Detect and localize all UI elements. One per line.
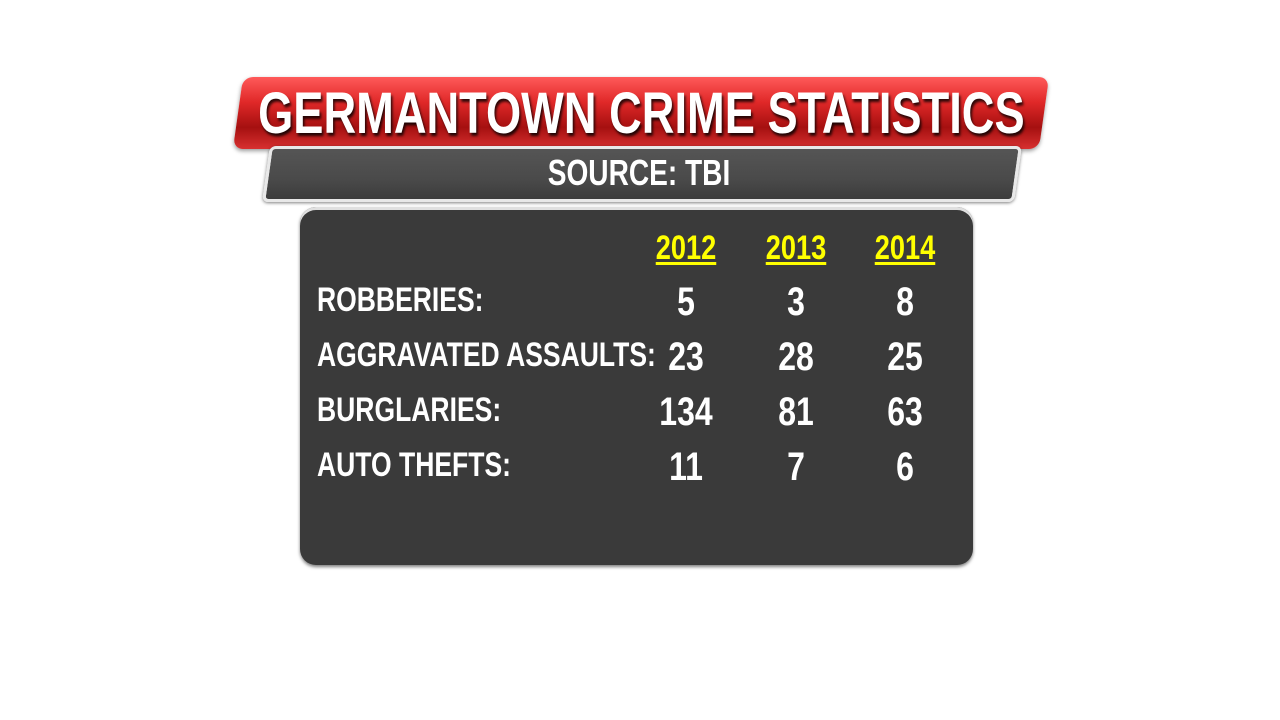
table-cell-value: 11 — [669, 445, 703, 489]
year-header: 2012 — [655, 229, 717, 267]
table-cell-value: 5 — [677, 280, 695, 324]
year-header: 2013 — [765, 229, 827, 267]
table-cell-value: 23 — [668, 335, 704, 379]
year-header: 2014 — [874, 229, 936, 267]
chart-title: GERMANTOWN CRIME STATISTICS — [257, 80, 1025, 146]
stats-panel — [300, 207, 973, 565]
table-cell-value: 6 — [896, 445, 914, 489]
source-label: SOURCE: TBI — [547, 152, 730, 193]
table-cell-value: 81 — [778, 390, 814, 434]
row-label: ROBBERIES: — [317, 281, 484, 319]
table-cell-value: 25 — [887, 335, 923, 379]
row-label: AUTO THEFTS: — [317, 446, 511, 484]
table-cell-value: 28 — [778, 335, 814, 379]
table-cell-value: 8 — [896, 280, 914, 324]
source-container: SOURCE: TBI — [262, 146, 1015, 200]
title-container: GERMANTOWN CRIME STATISTICS — [238, 77, 1044, 149]
table-cell-value: 7 — [787, 445, 805, 489]
row-label: BURGLARIES: — [317, 391, 502, 429]
table-cell-value: 63 — [887, 390, 923, 434]
row-label: AGGRAVATED ASSAULTS: — [317, 336, 656, 374]
table-cell-value: 134 — [659, 390, 713, 434]
table-cell-value: 3 — [787, 280, 805, 324]
